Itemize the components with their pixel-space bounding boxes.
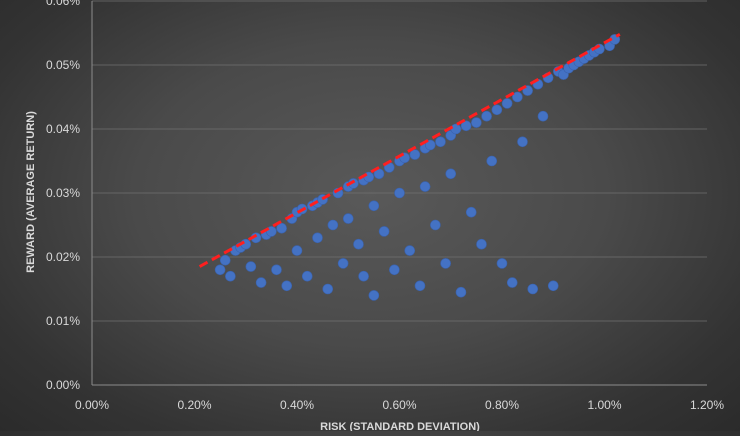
scatter-point xyxy=(394,187,405,199)
scatter-point xyxy=(368,290,380,301)
label-layer: 0.00% 0.01% 0.02% 0.03% 0.04% 0.05% 0.06% 0.00%… xyxy=(46,0,724,412)
y-tick-label: 0.00% xyxy=(46,378,80,392)
scatter-point xyxy=(476,238,487,250)
x-tick-label: 0.80% xyxy=(485,398,519,412)
scatter-point xyxy=(517,136,528,148)
scatter-point xyxy=(342,213,354,224)
x-axis-title: RISK (STANDARD DEVIATION) xyxy=(320,421,480,431)
scatter-point xyxy=(547,280,559,292)
scatter-point xyxy=(506,277,518,288)
scatter-point xyxy=(358,270,369,282)
scatter-point xyxy=(214,264,226,276)
scatter-point xyxy=(512,91,523,103)
scatter-point xyxy=(353,238,364,250)
scatter-point xyxy=(455,286,467,298)
x-tick-label: 0.00% xyxy=(75,398,109,412)
scatter-point xyxy=(440,258,451,269)
scatter-point xyxy=(389,264,400,276)
scatter-point xyxy=(445,168,457,180)
y-tick-label: 0.01% xyxy=(46,314,80,328)
efficient-frontier-line xyxy=(198,32,621,268)
scatter-point xyxy=(322,283,334,295)
x-tick-label: 1.00% xyxy=(587,398,621,412)
axis-layer xyxy=(91,1,707,386)
scatter-point xyxy=(312,232,323,244)
scatter-point xyxy=(450,123,462,135)
scatter-point xyxy=(409,149,421,160)
y-tick-label: 0.03% xyxy=(46,186,80,200)
x-tick-label: 0.60% xyxy=(382,398,416,412)
scatter-point xyxy=(424,139,436,151)
point-layer xyxy=(214,34,621,301)
scatter-point xyxy=(337,258,349,269)
scatter-point xyxy=(301,270,313,282)
scatter-point xyxy=(537,110,549,122)
scatter-point xyxy=(245,261,257,272)
scatter-point xyxy=(496,258,508,269)
scatter-point xyxy=(255,277,267,288)
scatter-point xyxy=(460,120,472,132)
scatter-point xyxy=(465,206,477,218)
scatter-point xyxy=(327,219,339,231)
scatter-point xyxy=(471,117,482,128)
x-tick-label: 0.40% xyxy=(280,398,314,412)
scatter-point xyxy=(271,264,282,276)
scatter-point xyxy=(430,219,441,231)
scatter-point xyxy=(281,280,293,292)
scatter-point xyxy=(276,222,287,234)
scatter-point xyxy=(291,245,303,256)
scatter-point xyxy=(414,280,426,292)
x-tick-label: 1.20% xyxy=(690,398,724,412)
scatter-point xyxy=(419,181,431,192)
trend-layer xyxy=(198,32,621,268)
y-tick-label: 0.02% xyxy=(46,250,80,264)
y-tick-label: 0.06% xyxy=(46,0,80,8)
scatter-point xyxy=(368,200,380,212)
scatter-point xyxy=(481,110,492,122)
y-tick-label: 0.05% xyxy=(46,58,80,72)
scatter-point xyxy=(378,226,390,237)
y-tick-label: 0.04% xyxy=(46,122,80,136)
scatter-point xyxy=(527,283,539,295)
scatter-point xyxy=(435,136,446,148)
x-tick-label: 0.20% xyxy=(177,398,211,412)
scatter-point xyxy=(501,98,513,109)
scatter-point xyxy=(225,270,236,282)
scatter-point xyxy=(219,254,231,266)
scatter-point xyxy=(486,155,498,167)
scatter-point xyxy=(491,104,503,116)
scatter-point xyxy=(404,245,416,256)
y-axis-title: REWARD (AVERAGE RETURN) xyxy=(25,111,37,273)
